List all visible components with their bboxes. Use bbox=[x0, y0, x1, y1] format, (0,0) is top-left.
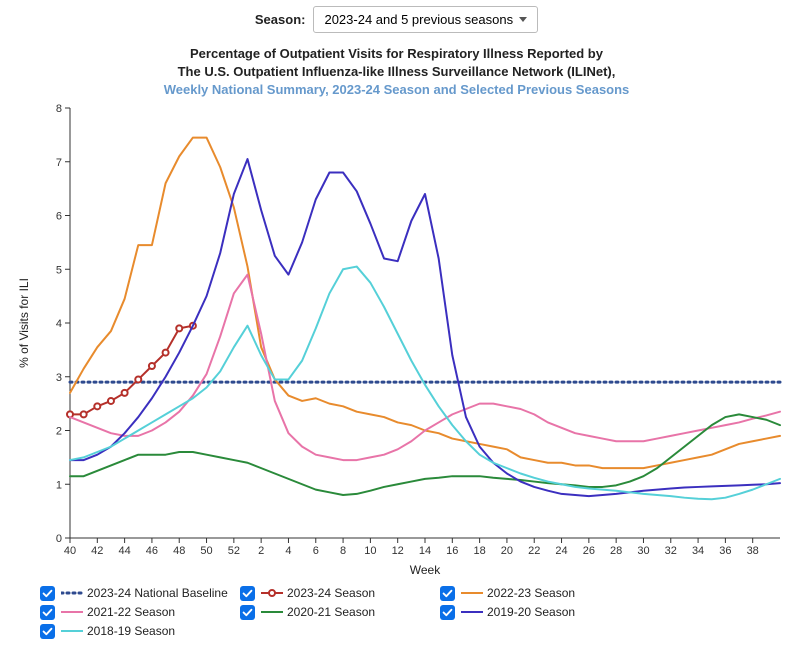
svg-text:Week: Week bbox=[410, 563, 441, 577]
legend-swatch-s2021 bbox=[261, 605, 283, 619]
svg-text:1: 1 bbox=[56, 479, 62, 491]
legend-checkbox-baseline[interactable] bbox=[40, 586, 55, 601]
legend-swatch-s2324 bbox=[261, 586, 283, 600]
legend-label-s1819: 2018-19 Season bbox=[87, 624, 175, 638]
svg-text:38: 38 bbox=[747, 545, 759, 557]
svg-text:14: 14 bbox=[419, 545, 431, 557]
season-select[interactable]: 2023-24 and 5 previous seasons bbox=[313, 6, 538, 33]
svg-text:10: 10 bbox=[364, 545, 376, 557]
legend-swatch-s1920 bbox=[461, 605, 483, 619]
svg-text:22: 22 bbox=[528, 545, 540, 557]
chart-title-line2: The U.S. Outpatient Influenza-like Illne… bbox=[0, 63, 793, 81]
svg-text:48: 48 bbox=[173, 545, 185, 557]
chart-title-line1: Percentage of Outpatient Visits for Resp… bbox=[0, 45, 793, 63]
legend-label-s2324: 2023-24 Season bbox=[287, 586, 375, 600]
svg-text:16: 16 bbox=[446, 545, 458, 557]
legend-label-s2223: 2022-23 Season bbox=[487, 586, 575, 600]
legend-checkbox-s1819[interactable] bbox=[40, 624, 55, 639]
svg-text:8: 8 bbox=[56, 103, 62, 115]
svg-text:2: 2 bbox=[258, 545, 264, 557]
legend-item-baseline: 2023-24 National Baseline bbox=[40, 586, 240, 601]
svg-text:36: 36 bbox=[719, 545, 731, 557]
legend-label-s2021: 2020-21 Season bbox=[287, 605, 375, 619]
legend-item-s2122: 2021-22 Season bbox=[40, 605, 240, 620]
svg-text:42: 42 bbox=[91, 545, 103, 557]
svg-text:28: 28 bbox=[610, 545, 622, 557]
chevron-down-icon bbox=[519, 17, 527, 22]
legend-checkbox-s2122[interactable] bbox=[40, 605, 55, 620]
svg-text:4: 4 bbox=[285, 545, 291, 557]
legend-swatch-s2122 bbox=[61, 605, 83, 619]
svg-text:3: 3 bbox=[56, 371, 62, 383]
legend-swatch-s1819 bbox=[61, 624, 83, 638]
legend-item-s2223: 2022-23 Season bbox=[440, 586, 640, 601]
legend-item-s2021: 2020-21 Season bbox=[240, 605, 440, 620]
legend-item-s1819: 2018-19 Season bbox=[40, 624, 240, 639]
legend-item-s1920: 2019-20 Season bbox=[440, 605, 640, 620]
legend-checkbox-s2021[interactable] bbox=[240, 605, 255, 620]
legend-label-s1920: 2019-20 Season bbox=[487, 605, 575, 619]
legend-swatch-s2223 bbox=[461, 586, 483, 600]
legend-swatch-baseline bbox=[61, 586, 83, 600]
svg-text:40: 40 bbox=[64, 545, 76, 557]
svg-text:30: 30 bbox=[637, 545, 649, 557]
svg-text:18: 18 bbox=[473, 545, 485, 557]
svg-text:% of Visits for ILI: % of Visits for ILI bbox=[17, 278, 31, 368]
svg-text:52: 52 bbox=[228, 545, 240, 557]
svg-text:50: 50 bbox=[200, 545, 212, 557]
svg-text:20: 20 bbox=[501, 545, 513, 557]
legend-checkbox-s1920[interactable] bbox=[440, 605, 455, 620]
season-label: Season: bbox=[255, 12, 306, 27]
line-chart: 012345678% of Visits for ILI404244464850… bbox=[0, 100, 793, 582]
svg-text:46: 46 bbox=[146, 545, 158, 557]
svg-text:8: 8 bbox=[340, 545, 346, 557]
legend-label-s2122: 2021-22 Season bbox=[87, 605, 175, 619]
svg-text:6: 6 bbox=[313, 545, 319, 557]
svg-text:26: 26 bbox=[583, 545, 595, 557]
chart-legend: 2023-24 National Baseline 2023-24 Season 2… bbox=[0, 582, 793, 643]
legend-label-baseline: 2023-24 National Baseline bbox=[87, 586, 228, 600]
svg-text:2: 2 bbox=[56, 425, 62, 437]
svg-text:32: 32 bbox=[665, 545, 677, 557]
svg-text:12: 12 bbox=[392, 545, 404, 557]
svg-text:6: 6 bbox=[56, 210, 62, 222]
svg-text:34: 34 bbox=[692, 545, 704, 557]
chart-title-line3: Weekly National Summary, 2023-24 Season … bbox=[0, 81, 793, 99]
legend-checkbox-s2324[interactable] bbox=[240, 586, 255, 601]
svg-text:0: 0 bbox=[56, 533, 62, 545]
svg-text:5: 5 bbox=[56, 264, 62, 276]
svg-text:7: 7 bbox=[56, 156, 62, 168]
svg-text:4: 4 bbox=[56, 318, 62, 330]
legend-checkbox-s2223[interactable] bbox=[440, 586, 455, 601]
season-select-value: 2023-24 and 5 previous seasons bbox=[324, 12, 513, 27]
legend-item-s2324: 2023-24 Season bbox=[240, 586, 440, 601]
svg-text:44: 44 bbox=[118, 545, 130, 557]
svg-text:24: 24 bbox=[555, 545, 567, 557]
